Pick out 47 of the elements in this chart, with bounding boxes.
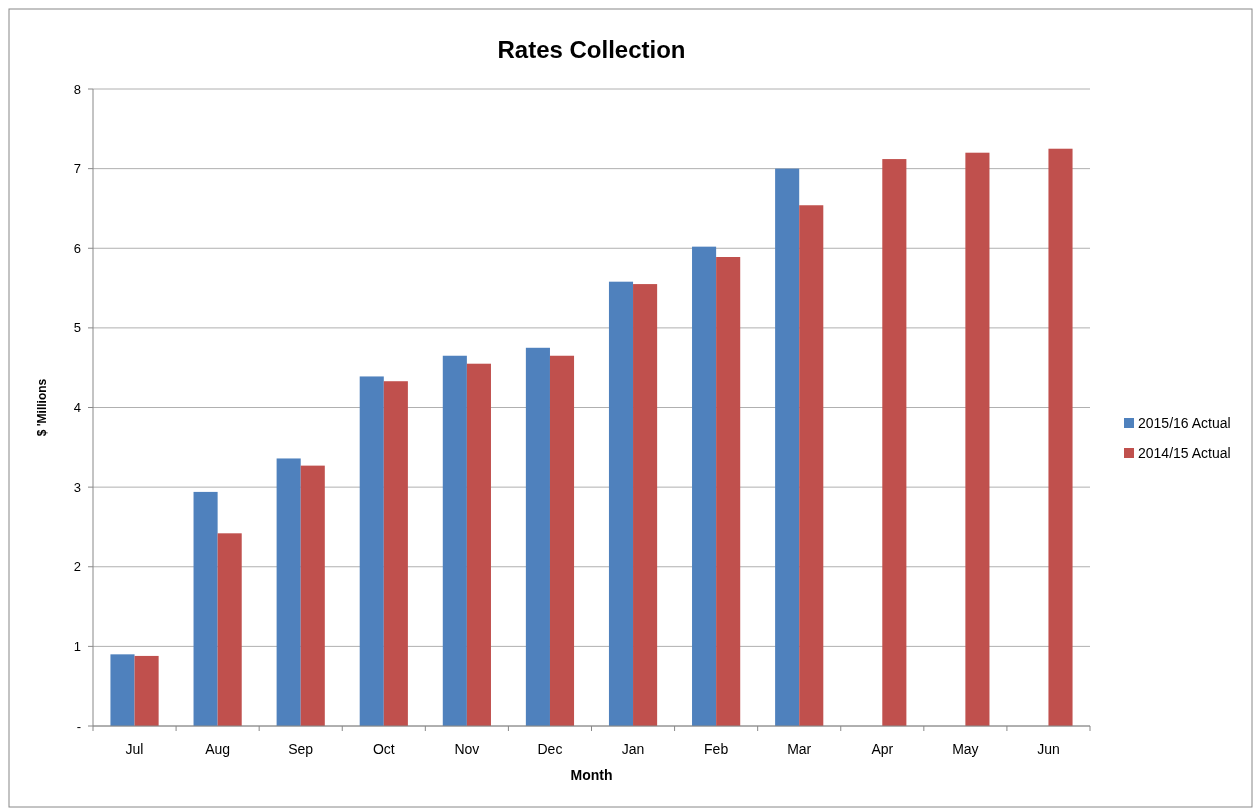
x-tick-label: Jul <box>125 741 144 757</box>
bar <box>442 355 467 726</box>
x-axis-title: Month <box>570 767 613 783</box>
bar <box>633 284 658 726</box>
bar <box>692 246 717 726</box>
y-tick-label: 1 <box>73 638 81 654</box>
bar <box>359 376 384 726</box>
bar <box>276 458 301 726</box>
x-tick-label: Oct <box>372 741 395 757</box>
x-tick-label: Aug <box>205 741 231 757</box>
y-tick-label: 4 <box>73 400 81 416</box>
y-axis-title: $ 'Millions <box>35 378 49 437</box>
x-tick-label: Apr <box>871 741 894 757</box>
legend-label: 2015/16 Actual <box>1138 414 1231 431</box>
x-tick-label: Jan <box>621 741 645 757</box>
x-tick-label: May <box>952 741 979 757</box>
bar <box>466 363 491 726</box>
bar <box>217 533 242 726</box>
x-tick-label: Mar <box>787 741 812 757</box>
bar <box>193 491 218 726</box>
bar <box>110 654 135 726</box>
x-tick-label: Feb <box>704 741 729 757</box>
bar <box>608 281 634 726</box>
bar <box>383 381 408 726</box>
bar <box>300 465 325 726</box>
bar <box>134 655 159 726</box>
y-tick-label: - <box>76 718 81 734</box>
x-tick-label: Jun <box>1037 741 1060 757</box>
bar <box>799 205 824 726</box>
y-tick-label: 7 <box>73 161 81 177</box>
x-tick-label: Sep <box>288 741 314 757</box>
bar <box>1048 148 1073 726</box>
y-tick-label: 6 <box>73 240 81 256</box>
y-tick-label: 3 <box>73 479 81 495</box>
legend-label: 2014/15 Actual <box>1138 444 1231 461</box>
x-tick-label: Dec <box>537 741 563 757</box>
x-tick-label: Nov <box>454 741 480 757</box>
bar <box>965 152 990 726</box>
y-tick-label: 5 <box>73 320 81 336</box>
bar <box>549 355 575 726</box>
bar <box>775 168 800 726</box>
bar <box>525 347 550 726</box>
chart-title: Rates Collection <box>497 36 686 63</box>
y-tick-label: 8 <box>73 81 81 97</box>
y-tick-label: 2 <box>73 559 81 575</box>
bar <box>716 257 741 726</box>
bar <box>882 159 907 726</box>
